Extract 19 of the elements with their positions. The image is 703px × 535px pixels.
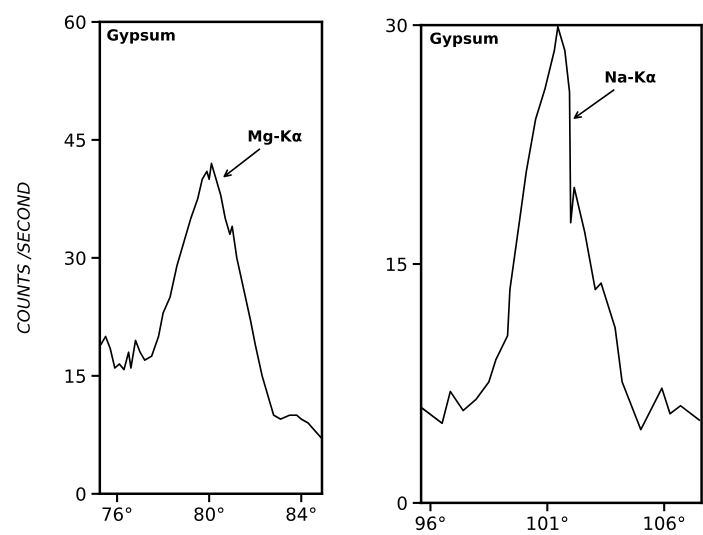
x-tick-label: 84° (286, 507, 316, 521)
x-tick-label: 96° (416, 516, 445, 530)
y-tick-label: 15 (386, 258, 406, 272)
annotation: Gypsum (430, 32, 498, 48)
y-tick-label: 30 (65, 251, 86, 265)
x-tick-label: 80° (194, 507, 224, 521)
annotation: Gypsum (107, 29, 175, 44)
y-tick-label: 30 (386, 18, 407, 32)
annotation: Na-Kα (606, 71, 656, 83)
x-tick-label: 106° (644, 516, 684, 530)
y-tick-label: 0 (76, 487, 86, 501)
x-tick-label: 101° (528, 516, 568, 530)
x-tick-label: 76° (102, 507, 132, 521)
y-tick-label: 45 (64, 134, 86, 148)
annotation: Mg-Kα (248, 130, 302, 145)
y-axis-title: COUNTS /SECOND (17, 182, 32, 334)
y-tick-label: 0 (398, 496, 407, 510)
y-tick-label: 15 (66, 370, 86, 383)
y-tick-label: 60 (64, 15, 86, 30)
